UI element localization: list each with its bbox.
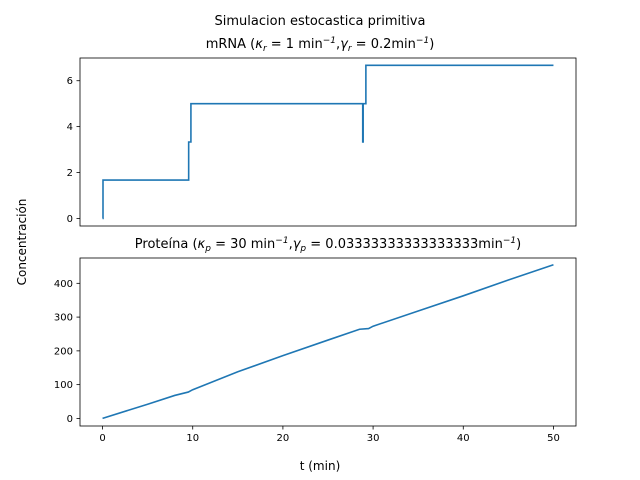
- title-kappa-value: = 30 min: [211, 237, 275, 252]
- axes-frame: [79, 257, 577, 427]
- x-tick-label: 30: [367, 433, 380, 444]
- x-tick-label: 0: [99, 433, 105, 444]
- title-prefix: Proteína (: [135, 237, 198, 252]
- y-tick-label: 400: [54, 279, 73, 290]
- x-tick-label: 10: [186, 433, 199, 444]
- title-gamma-symbol: γ: [340, 37, 349, 52]
- title-gamma-symbol: γ: [293, 237, 302, 252]
- shared-y-axis-label: Concentración: [15, 199, 29, 286]
- title-kappa-exponent: −1: [323, 36, 336, 46]
- series-line-0: [102, 263, 554, 420]
- title-kappa-exponent: −1: [275, 236, 288, 246]
- title-gamma-exponent: −1: [416, 36, 429, 46]
- x-tick-label: 40: [457, 433, 470, 444]
- y-tick-label: 2: [67, 168, 73, 179]
- y-tick-label: 300: [54, 313, 73, 324]
- title-kappa-subscript: r: [263, 44, 268, 54]
- title-gamma-subscript: p: [299, 244, 306, 254]
- series-line-0: [102, 64, 554, 220]
- figure-suptitle: Simulacion estocastica primitiva: [215, 14, 426, 29]
- shared-x-axis-label: t (min): [300, 459, 341, 473]
- y-tick-label: 200: [54, 346, 73, 357]
- title-kappa-symbol: κ: [198, 237, 206, 252]
- y-tick-label: 100: [54, 380, 73, 391]
- title-gamma-exponent: −1: [503, 236, 516, 246]
- title-kappa-symbol: κ: [255, 37, 263, 52]
- title-suffix: ): [516, 237, 521, 252]
- title-gamma-subscript: r: [348, 44, 353, 54]
- x-tick-label: 50: [547, 433, 560, 444]
- y-tick-label: 0: [67, 414, 73, 425]
- axes-frame: [79, 57, 577, 227]
- title-gamma-value: = 0.2min: [352, 37, 416, 52]
- protein-subplot-title: Proteína (κp = 30 min−1,γp = 0.033333333…: [135, 236, 521, 254]
- title-kappa-value: = 1 min: [267, 37, 323, 52]
- y-tick-label: 6: [67, 76, 73, 87]
- title-gamma-value: = 0.03333333333333333min: [306, 237, 503, 252]
- protein-subplot: 0 100 200 300 400 0 10 20 30 40 50: [54, 257, 577, 444]
- title-prefix: mRNA (: [206, 37, 256, 52]
- y-tick-label: 4: [67, 122, 73, 133]
- mrna-subplot: 0 2 4 6: [67, 57, 577, 227]
- title-separator: ,: [289, 237, 293, 252]
- x-tick-label: 20: [277, 433, 290, 444]
- title-suffix: ): [429, 37, 434, 52]
- mrna-subplot-title: mRNA (κr = 1 min−1,γr = 0.2min−1): [206, 36, 435, 54]
- y-tick-label: 0: [67, 214, 73, 225]
- title-kappa-subscript: p: [204, 244, 211, 254]
- title-separator: ,: [336, 37, 340, 52]
